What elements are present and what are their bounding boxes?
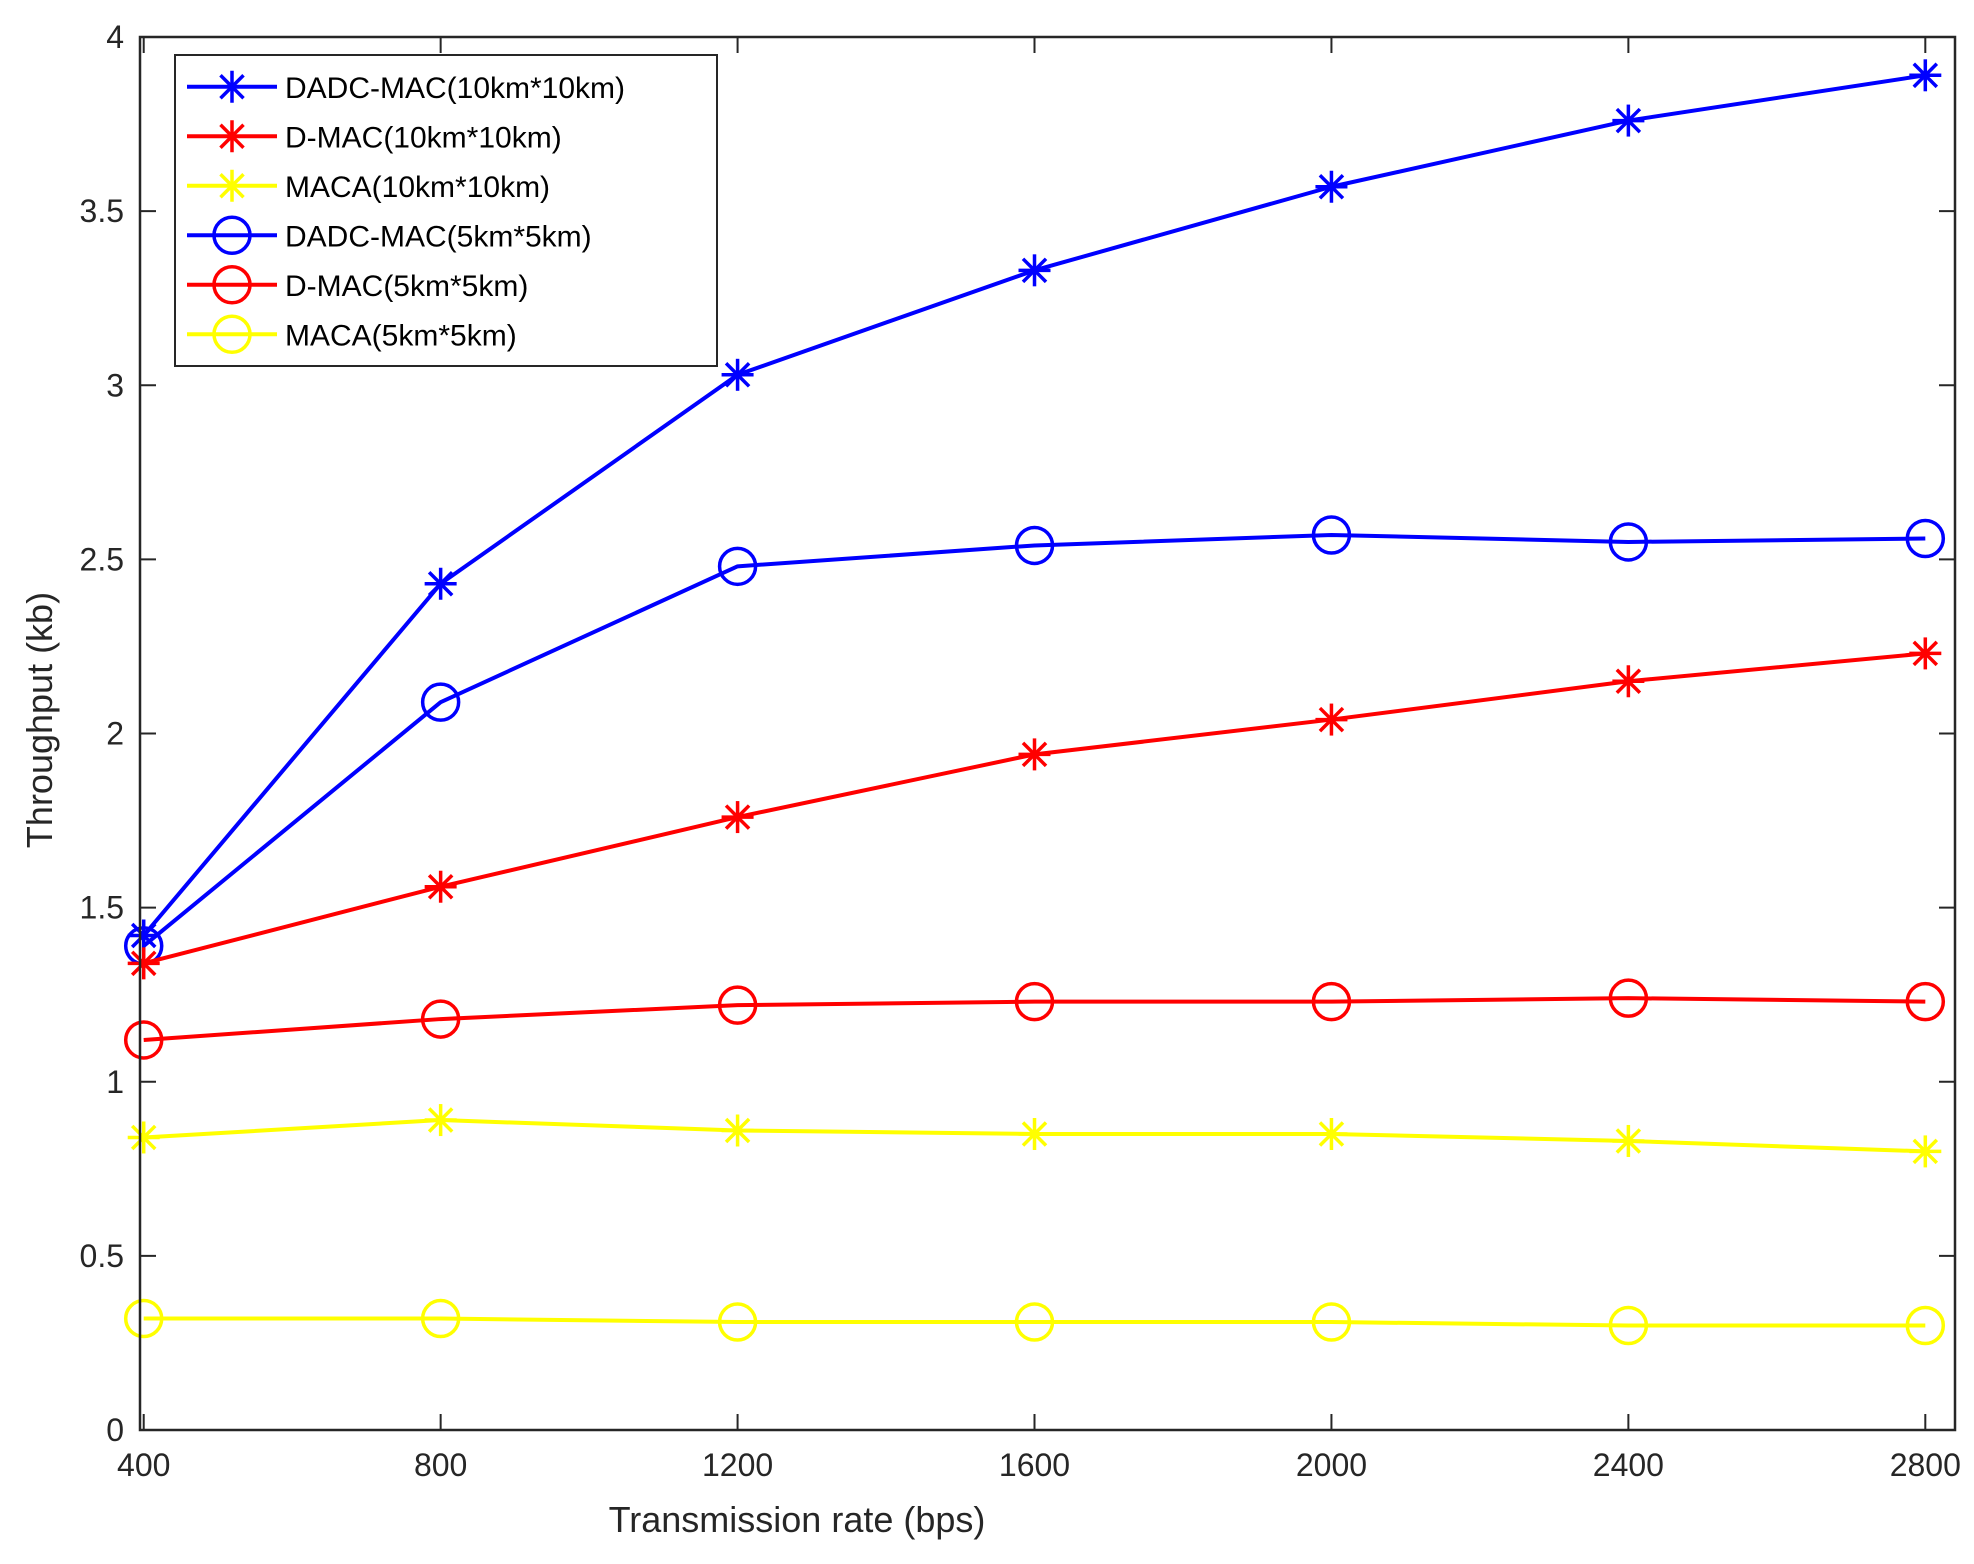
- data-point-d-mac-10km-10km: [1018, 738, 1051, 771]
- y-tick-label: 2.5: [80, 541, 124, 577]
- data-point-d-mac-5km-5km: [420, 999, 461, 1039]
- data-point-maca-10km-10km: [1315, 1117, 1348, 1150]
- legend-swatch-marker: [216, 120, 248, 153]
- axes: [138, 35, 1957, 1432]
- data-point-dadc-mac-10km-10km: [1018, 254, 1051, 287]
- data-point-maca-5km-5km: [1905, 1305, 1946, 1346]
- y-tick-label: 4: [106, 19, 124, 55]
- data-point-dadc-mac-5km-5km: [420, 682, 461, 722]
- data-point-dadc-mac-5km-5km: [1014, 525, 1055, 566]
- data-point-maca-5km-5km: [1014, 1302, 1055, 1342]
- legend-label: D-MAC(10km*10km): [285, 121, 562, 154]
- x-tick-label: 1600: [999, 1447, 1070, 1483]
- y-tick-label: 3: [106, 367, 124, 403]
- data-point-d-mac-5km-5km: [123, 1020, 164, 1060]
- x-tick-label: 1200: [702, 1447, 773, 1483]
- legend-label: MACA(5km*5km): [285, 319, 517, 352]
- legend-swatch-marker: [212, 314, 252, 354]
- legend-box: [174, 54, 718, 367]
- x-tick-label: 2000: [1296, 1447, 1367, 1483]
- y-axis-label: Throughput (kb): [19, 592, 60, 848]
- y-tick-label: 3.5: [80, 193, 124, 229]
- data-point-maca-10km-10km: [127, 1121, 160, 1154]
- data-point-maca-10km-10km: [1612, 1124, 1645, 1157]
- data-point-maca-5km-5km: [1311, 1302, 1352, 1342]
- legend-swatch-marker: [216, 70, 248, 103]
- data-point-maca-5km-5km: [1608, 1305, 1649, 1346]
- y-tick-label: 0.5: [80, 1238, 124, 1274]
- data-point-maca-10km-10km: [721, 1114, 754, 1147]
- data-point-dadc-mac-10km-10km: [1315, 170, 1348, 203]
- y-tick-label: 1.5: [80, 890, 124, 926]
- data-point-dadc-mac-10km-10km: [1909, 59, 1942, 92]
- data-point-d-mac-5km-5km: [1311, 981, 1352, 1022]
- data-point-dadc-mac-10km-10km: [721, 358, 754, 391]
- data-point-d-mac-5km-5km: [1014, 981, 1055, 1022]
- legend: DADC-MAC(10km*10km) D-MAC(10km*10km) MACA(…: [174, 54, 718, 367]
- data-point-d-mac-5km-5km: [717, 985, 758, 1025]
- data-point-maca-10km-10km: [1909, 1135, 1942, 1168]
- data-point-maca-10km-10km: [1018, 1117, 1051, 1150]
- data-point-dadc-mac-5km-5km: [1905, 518, 1946, 559]
- data-point-d-mac-10km-10km: [721, 801, 754, 834]
- legend-label: D-MAC(5km*5km): [285, 270, 528, 303]
- legend-swatch-marker: [212, 215, 252, 255]
- axes-box: [138, 35, 1957, 1432]
- series-line-dadc-mac-5km-5km: [142, 532, 1926, 948]
- data-point-dadc-mac-10km-10km: [424, 567, 457, 600]
- legend-label: DADC-MAC(10km*10km): [285, 72, 625, 105]
- x-tick-label: 400: [117, 1447, 170, 1483]
- data-point-d-mac-10km-10km: [127, 947, 160, 980]
- x-axis-label: Transmission rate (bps): [609, 1499, 986, 1540]
- x-tick-label: 2400: [1593, 1447, 1664, 1483]
- data-point-maca-5km-5km: [123, 1298, 164, 1339]
- data-point-dadc-mac-5km-5km: [1311, 515, 1352, 555]
- y-tick-label: 2: [106, 716, 124, 752]
- data-point-maca-5km-5km: [717, 1302, 758, 1342]
- x-tick-label: 2800: [1890, 1447, 1961, 1483]
- data-point-d-mac-10km-10km: [424, 870, 457, 903]
- data-point-d-mac-10km-10km: [1612, 665, 1645, 698]
- data-point-dadc-mac-10km-10km: [1612, 104, 1645, 137]
- legend-label: MACA(10km*10km): [285, 171, 550, 204]
- legend-label: DADC-MAC(5km*5km): [285, 220, 592, 253]
- data-point-d-mac-10km-10km: [1315, 703, 1348, 736]
- data-point-maca-10km-10km: [424, 1104, 457, 1137]
- legend-swatch-marker: [216, 169, 248, 202]
- series-line-d-mac-5km-5km: [143, 996, 1926, 1042]
- data-point-maca-5km-5km: [420, 1298, 461, 1339]
- data-point-d-mac-5km-5km: [1905, 981, 1946, 1022]
- data-point-dadc-mac-5km-5km: [717, 546, 758, 587]
- axis-ticks: 400 800 1200 1600 2000 2400 2800 0 0.5 1 1.5 2 2.5 3 3…: [80, 19, 1961, 1483]
- series-line-maca-5km-5km: [143, 1316, 1926, 1328]
- data-point-dadc-mac-5km-5km: [1608, 522, 1649, 562]
- data-point-dadc-mac-10km-10km: [127, 919, 160, 952]
- data-point-d-mac-5km-5km: [1608, 978, 1649, 1018]
- y-tick-label: 1: [106, 1064, 124, 1100]
- series-layer: [123, 59, 1946, 1346]
- data-point-d-mac-10km-10km: [1909, 637, 1942, 670]
- y-tick-label: 0: [106, 1412, 124, 1448]
- x-tick-label: 800: [414, 1447, 467, 1483]
- legend-swatch-marker: [212, 265, 252, 305]
